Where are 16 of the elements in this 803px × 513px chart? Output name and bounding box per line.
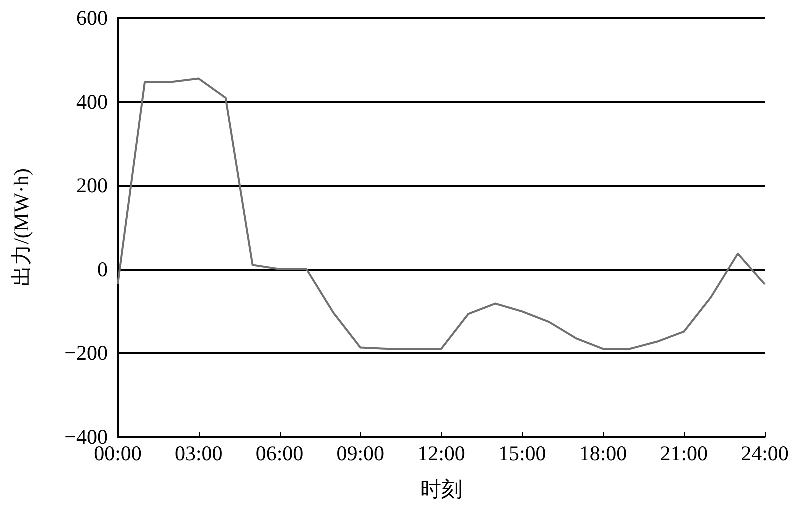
y-tick-label: 400 <box>76 90 108 114</box>
x-tick-label: 15:00 <box>498 442 546 466</box>
y-tick-label: 200 <box>76 174 108 198</box>
x-tick-label: 06:00 <box>256 442 304 466</box>
x-tick-label: 18:00 <box>579 442 628 466</box>
y-tick-label: 600 <box>76 6 108 30</box>
y-tick-label: −200 <box>64 341 108 366</box>
x-tick-label: 21:00 <box>660 442 708 466</box>
x-tick-label: 24:00 <box>741 442 789 466</box>
x-axis-title: 时刻 <box>420 478 462 502</box>
x-tick-label: 03:00 <box>174 442 223 466</box>
y-axis-title: 出力/(MW·h) <box>10 168 34 286</box>
y-tick-label: 0 <box>98 257 108 282</box>
x-tick-label: 09:00 <box>336 442 385 466</box>
line-series <box>117 78 766 350</box>
x-tick-label: 12:00 <box>418 442 466 466</box>
